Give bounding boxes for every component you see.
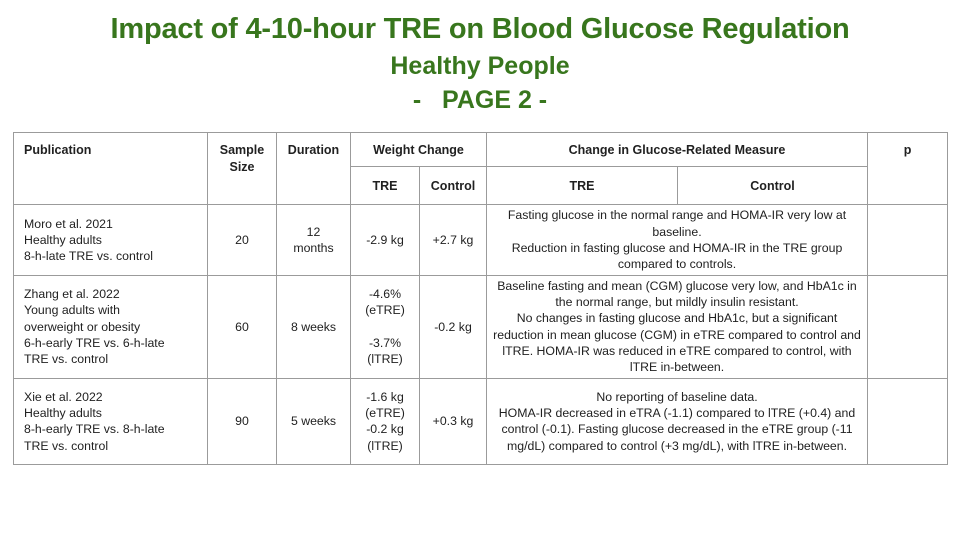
p-value-cell: [867, 377, 949, 465]
slide-header: Impact of 4-10-hour TRE on Blood Glucose…: [0, 0, 960, 115]
weight-control-cell: +2.7 kg: [419, 204, 487, 276]
sample-size-cell: 90: [207, 377, 277, 465]
slide-title: Impact of 4-10-hour TRE on Blood Glucose…: [110, 13, 850, 45]
weight-control-cell: +0.3 kg: [419, 377, 487, 465]
col-header-weight-change: Weight Change: [350, 132, 487, 168]
publication-cell: Moro et al. 2021 Healthy adults 8-h-late…: [13, 204, 208, 276]
col-header-weight-control: Control: [419, 166, 487, 206]
col-header-publication: Publication: [13, 132, 208, 206]
sample-size-cell: 60: [207, 274, 277, 379]
duration-cell: 8 weeks: [276, 274, 351, 379]
publication-cell: Xie et al. 2022 Healthy adults 8-h-early…: [13, 377, 208, 465]
glucose-measure-cell: Baseline fasting and mean (CGM) glucose …: [485, 274, 869, 379]
header-row-1: Publication Sample Size Duration Weight …: [13, 132, 949, 206]
col-header-glucose-tre: TRE: [486, 166, 678, 206]
col-header-p: p: [867, 132, 949, 206]
duration-cell: 5 weeks: [276, 377, 351, 465]
table-row-zhang: Zhang et al. 2022 Young adults with over…: [13, 274, 949, 379]
glucose-measure-cell: No reporting of baseline data. HOMA-IR d…: [485, 377, 869, 465]
weight-control-cell: -0.2 kg: [419, 274, 487, 379]
study-table: Publication Sample Size Duration Weight …: [13, 132, 949, 465]
weight-tre-cell: -1.6 kg (eTRE) -0.2 kg (lTRE): [350, 377, 420, 465]
table-row-moro: Moro et al. 2021 Healthy adults 8-h-late…: [13, 204, 949, 276]
col-header-duration: Duration: [276, 132, 351, 206]
col-header-glucose-measure: Change in Glucose-Related Measure: [485, 132, 869, 168]
glucose-measure-cell: Fasting glucose in the normal range and …: [485, 204, 869, 276]
header-row-2: TRE Control TRE Control: [14, 166, 948, 206]
slide-subtitle: Healthy People: [390, 52, 570, 81]
duration-cell: 12 months: [276, 204, 351, 276]
weight-tre-cell: -2.9 kg: [350, 204, 420, 276]
col-header-glucose-control: Control: [676, 166, 869, 206]
publication-cell: Zhang et al. 2022 Young adults with over…: [13, 274, 208, 379]
table-row-xie: Xie et al. 2022 Healthy adults 8-h-early…: [13, 377, 949, 465]
weight-tre-cell: -4.6% (eTRE) -3.7% (lTRE): [350, 274, 420, 379]
p-value-cell: [867, 274, 949, 379]
col-header-weight-tre: TRE: [350, 166, 420, 206]
col-header-sample-size: Sample Size: [207, 132, 277, 206]
page-label: - PAGE 2 -: [412, 86, 548, 115]
sample-size-cell: 20: [207, 204, 277, 276]
p-value-cell: [867, 204, 949, 276]
